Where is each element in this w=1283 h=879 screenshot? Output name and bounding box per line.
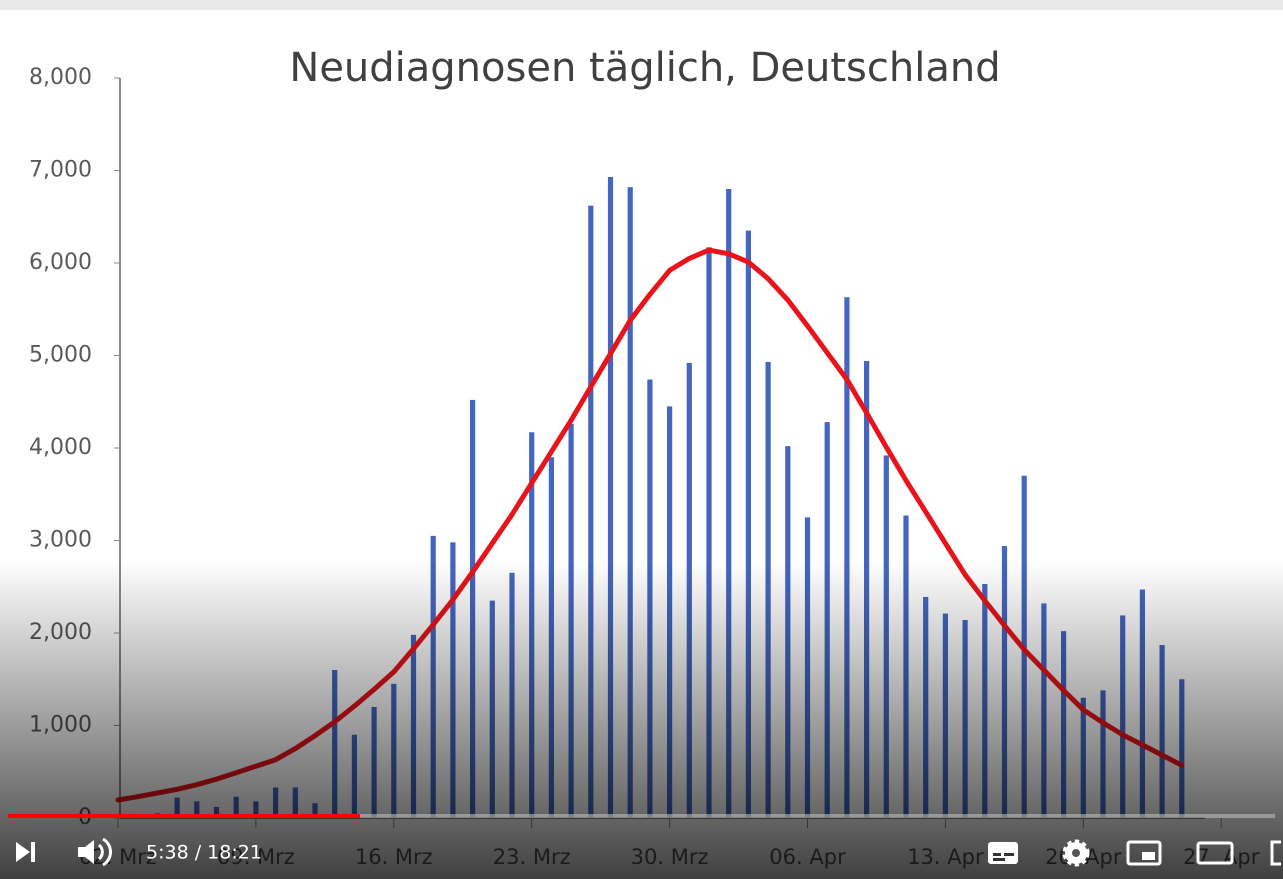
bar [726, 189, 732, 818]
time-display: 5:38 / 18:21 [146, 842, 262, 864]
bar [588, 205, 594, 818]
volume-button[interactable] [78, 837, 113, 867]
progress-played [8, 814, 360, 818]
bar [627, 187, 633, 818]
subtitles-button[interactable] [988, 842, 1018, 864]
bar [607, 176, 614, 819]
miniplayer-button[interactable] [1126, 840, 1162, 866]
bar [844, 297, 850, 819]
fullscreen-button[interactable] [1270, 840, 1281, 866]
y-tick-label: 4,000 [29, 435, 92, 460]
player-shade [0, 560, 1283, 879]
y-tick-label: 8,000 [29, 65, 92, 90]
player-controls: 5:38 / 18:21 [8, 814, 1281, 867]
theater-button[interactable] [1196, 841, 1234, 865]
bar [745, 230, 751, 818]
y-tick-label: 6,000 [29, 250, 92, 275]
chart-title: Neudiagnosen täglich, Deutschland [289, 45, 1000, 91]
frame-top [0, 0, 1283, 10]
bar [706, 247, 712, 818]
y-tick-label: 7,000 [29, 158, 92, 183]
y-tick-label: 3,000 [29, 528, 92, 553]
next-button[interactable] [16, 842, 35, 862]
settings-button[interactable] [1062, 839, 1090, 867]
progress-track[interactable] [8, 814, 1275, 818]
y-tick-label: 5,000 [29, 343, 92, 368]
